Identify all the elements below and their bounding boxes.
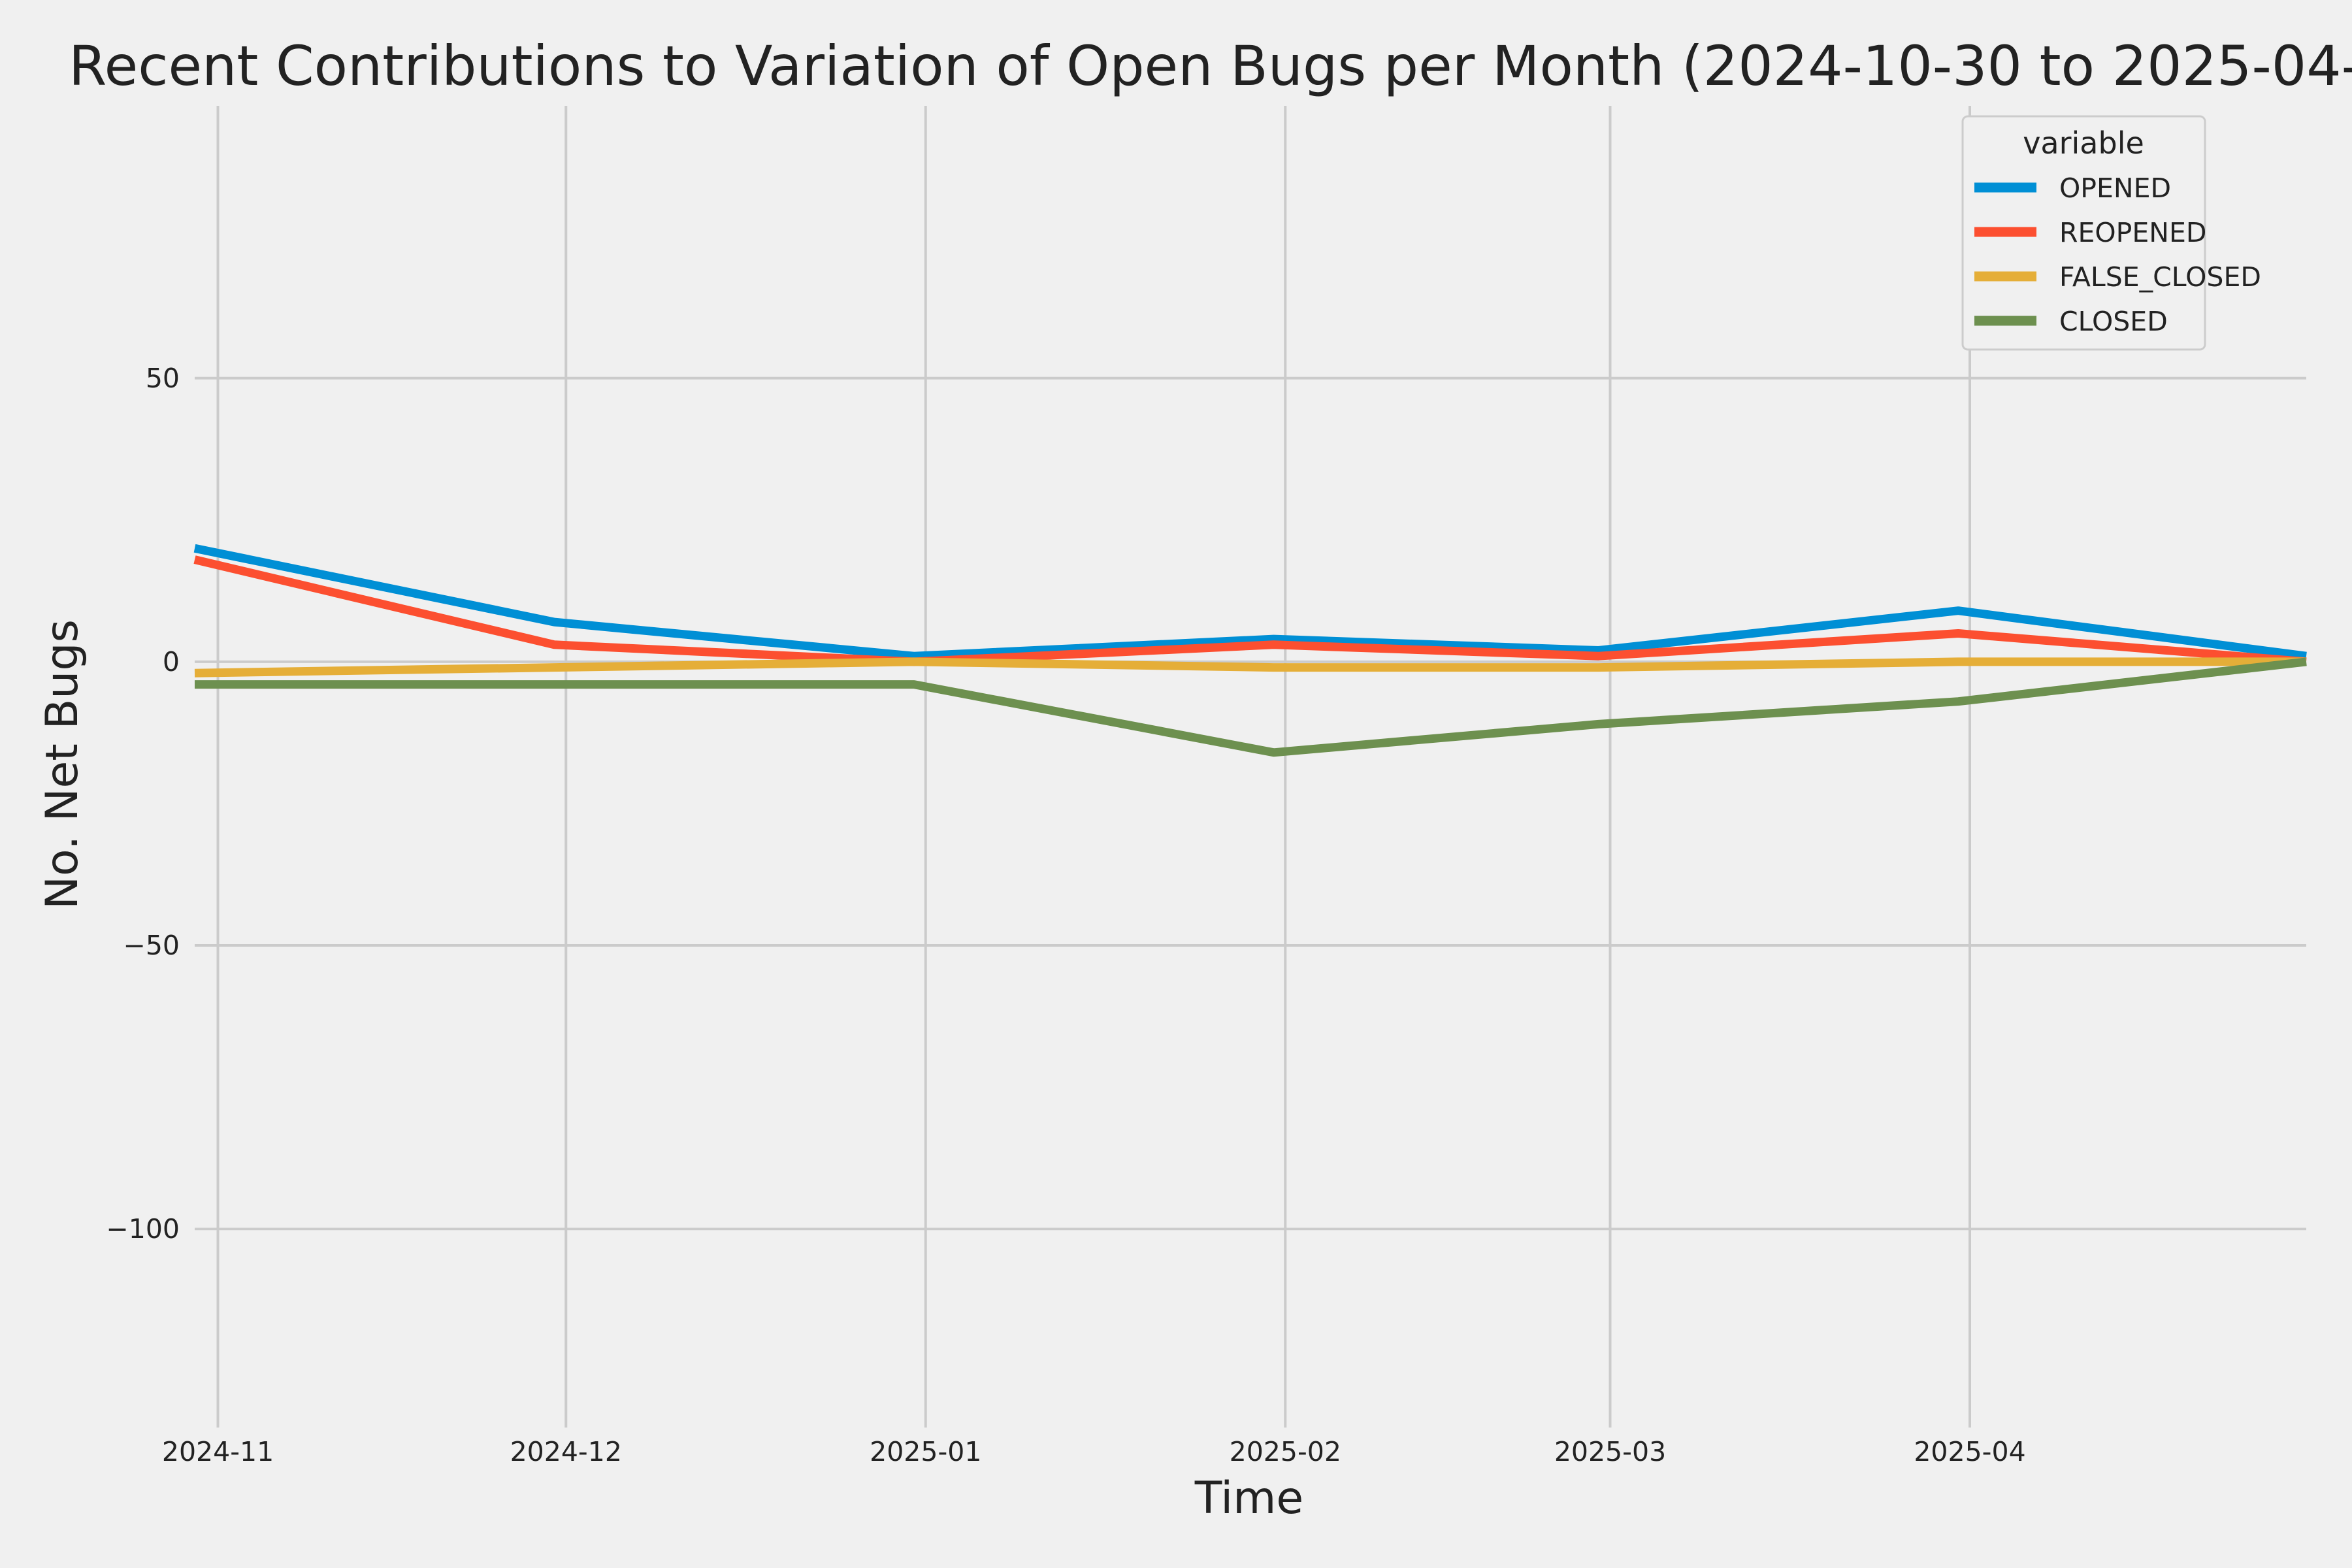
series-line-false-closed [194, 657, 2306, 678]
series-lines [193, 544, 2307, 757]
x-tick-label: 2025-03 [1554, 1436, 1666, 1467]
legend: variable OPENED REOPENED FALSE_CLOSED CLOSE… [1961, 115, 2261, 351]
legend-label-false-closed: FALSE_CLOSED [2059, 261, 2261, 293]
legend-label-opened: OPENED [2059, 172, 2171, 204]
chart-title: Recent Contributions to Variation of Ope… [69, 34, 2352, 98]
x-tick-label: 2025-01 [870, 1436, 981, 1467]
x-tick-label: 2025-04 [1914, 1436, 2025, 1467]
y-axis-label: No. Net Bugs [37, 619, 88, 909]
y-tick-labels: 50 0 −50 −100 [106, 363, 180, 1245]
x-axis-label: Time [1194, 1473, 1303, 1524]
grid-lines [195, 106, 2306, 1428]
x-tick-labels: 2024-11 2024-12 2025-01 2025-02 2025-03 2025-… [162, 1436, 2026, 1467]
legend-title: variable [2023, 125, 2144, 161]
y-tick-label: 0 [163, 646, 180, 678]
legend-label-closed: CLOSED [2059, 306, 2168, 337]
series-line-reopened [193, 555, 2307, 666]
x-tick-label: 2025-02 [1230, 1436, 1341, 1467]
y-tick-label: −50 [123, 930, 180, 961]
legend-box [1961, 115, 2206, 351]
y-tick-label: 50 [146, 363, 180, 394]
x-tick-label: 2024-11 [162, 1436, 274, 1467]
y-tick-label: −100 [106, 1213, 180, 1245]
series-line-opened [193, 544, 2307, 661]
legend-label-reopened: REOPENED [2059, 217, 2206, 248]
x-tick-label: 2024-12 [510, 1436, 622, 1467]
legend-items: OPENED REOPENED FALSE_CLOSED CLOSED [1974, 172, 2261, 337]
series-line-closed [195, 657, 2307, 757]
